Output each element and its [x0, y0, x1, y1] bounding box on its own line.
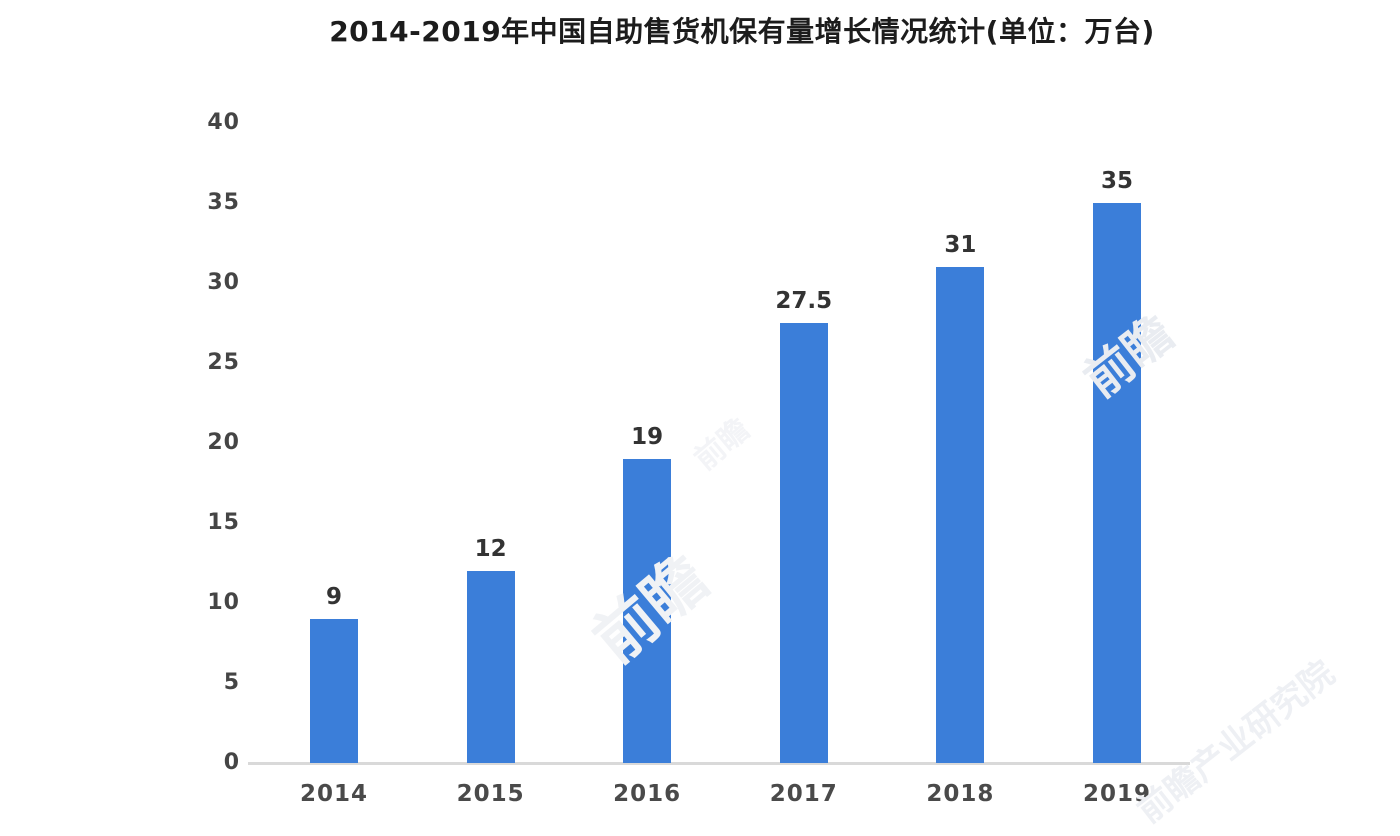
x-axis-tick-label: 2014 [299, 781, 368, 807]
bar-value-label: 9 [325, 584, 342, 610]
y-axis-tick-label: 5 [223, 670, 240, 695]
bar-value-label: 19 [631, 424, 664, 450]
y-axis-tick-label: 10 [207, 590, 240, 615]
x-axis-tick-label: 2018 [926, 781, 995, 807]
bar [310, 619, 358, 763]
x-axis-tick-label: 2015 [456, 781, 525, 807]
bar-group: 9 [289, 0, 379, 763]
x-axis-tick-label: 2016 [613, 781, 682, 807]
bar-group: 35 [1072, 0, 1162, 763]
bar-value-label: 31 [944, 232, 977, 258]
bar [623, 459, 672, 763]
y-axis-tick-label: 25 [207, 350, 240, 375]
y-axis-tick-label: 20 [207, 430, 240, 455]
bar-value-label: 35 [1100, 168, 1133, 194]
y-axis-tick-label: 0 [223, 750, 240, 775]
bar-group: 12 [446, 0, 536, 763]
bar [466, 571, 515, 763]
bar [936, 267, 985, 763]
bar [1093, 203, 1141, 763]
bar-group: 19 [602, 0, 692, 763]
bar-value-label: 27.5 [775, 288, 833, 314]
y-axis-tick-label: 40 [207, 110, 240, 135]
bar-group: 31 [915, 0, 1005, 763]
y-axis-tick-label: 15 [207, 510, 240, 535]
x-axis-tick-label: 2017 [769, 781, 838, 807]
y-axis-tick-label: 30 [207, 270, 240, 295]
watermark: 前瞻 [688, 411, 757, 478]
bar [779, 323, 828, 763]
bar-value-label: 12 [474, 536, 507, 562]
y-axis-tick-label: 35 [207, 190, 240, 215]
bar-group: 27.5 [759, 0, 849, 763]
chart-title: 2014-2019年中国自助售货机保有量增长情况统计(单位：万台) [329, 15, 1155, 48]
x-axis-tick-label: 2019 [1082, 781, 1151, 807]
x-axis-line [248, 762, 1190, 765]
